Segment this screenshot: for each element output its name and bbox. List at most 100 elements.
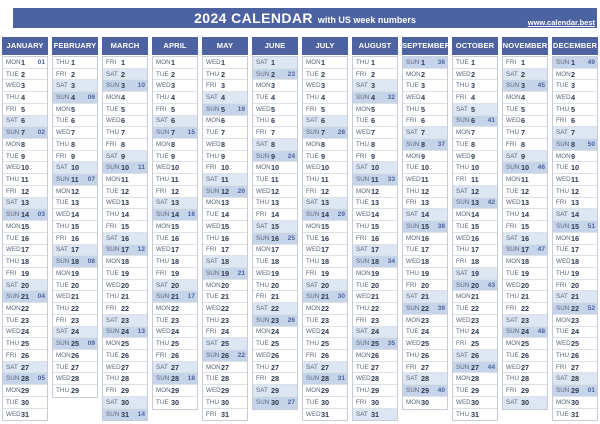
weekday-label: MON: [156, 222, 171, 230]
month-column-june: JUNE SAT 1 SUN 2 23 MON 3 TUE 4 WED 5 THU 6 FRI 7 SAT 8 SU…: [252, 37, 298, 421]
weekday-label: MON: [556, 398, 571, 406]
day-number: 26: [271, 350, 280, 360]
day-number: 23: [221, 315, 230, 325]
day-number: 10: [121, 163, 130, 173]
day-cell-august-15: THU 15: [353, 221, 397, 233]
day-cell-april-19: FRI 19: [153, 267, 197, 280]
day-cell-december-31: TUE 31: [553, 408, 597, 421]
week-number: 13: [137, 328, 145, 336]
day-number: 14: [571, 210, 580, 220]
day-number: 2: [471, 69, 476, 79]
week-number: 06: [87, 94, 95, 102]
weekday-label: FRI: [306, 187, 317, 195]
day-cell-march-20: WED 20: [103, 279, 147, 292]
day-number: 16: [271, 233, 280, 243]
weekday-label: SUN: [356, 258, 370, 266]
day-number: 23: [271, 315, 280, 325]
day-number: 25: [421, 339, 430, 349]
weekday-label: SUN: [106, 410, 120, 418]
website-link[interactable]: www.calendar.best: [527, 18, 595, 27]
day-cell-july-17: WED 17: [303, 244, 347, 257]
week-number: 20: [237, 187, 245, 195]
day-number: 12: [571, 186, 580, 196]
day-number: 30: [121, 397, 130, 407]
day-number: 13: [471, 198, 480, 208]
week-number: 50: [587, 140, 595, 148]
day-cell-october-28: MON 28: [453, 373, 497, 386]
day-number: 24: [21, 327, 30, 337]
day-number: 20: [121, 280, 130, 290]
day-cell-may-26: SUN 26 22: [203, 349, 247, 362]
day-cell-january-3: WED 3: [3, 80, 47, 93]
day-cell-may-23: THU 23: [203, 314, 247, 327]
day-cell-november-18: MON 18: [503, 256, 547, 268]
day-cell-may-4: SAT 4: [203, 92, 247, 104]
weekday-label: WED: [206, 222, 221, 230]
day-cell-march-17: SUN 17 12: [103, 244, 147, 257]
week-number: 04: [37, 293, 45, 301]
day-cell-august-17: SAT 17: [353, 244, 397, 257]
day-cell-june-18: TUE 18: [253, 256, 297, 268]
day-cell-september-1: SUN 1 36: [403, 57, 447, 69]
weekday-label: THU: [106, 129, 120, 137]
month-column-november: NOVEMBER FRI 1 SAT 2 SUN 3 45 MON 4 TUE 5 WED 6 THU 7 FR…: [502, 37, 548, 421]
day-cell-october-23: WED 23: [453, 314, 497, 327]
day-cell-may-14: TUE 14: [203, 209, 247, 222]
weekday-label: THU: [456, 164, 470, 172]
day-number: 19: [121, 268, 130, 278]
weekday-label: TUE: [506, 351, 519, 359]
day-cell-july-23: TUE 23: [303, 314, 347, 327]
day-cell-february-22: THU 22: [53, 303, 97, 315]
weekday-label: SUN: [556, 140, 570, 148]
weekday-label: WED: [456, 70, 471, 78]
day-number: 18: [221, 257, 230, 267]
day-number: 25: [271, 339, 280, 349]
day-cell-june-7: FRI 7: [253, 127, 297, 140]
day-cell-december-29: SUN 29 01: [553, 385, 597, 397]
day-number: 18: [571, 257, 580, 267]
weekday-label: SAT: [56, 246, 68, 254]
day-cell-august-7: WED 7: [353, 127, 397, 140]
day-cell-may-25: SAT 25: [203, 338, 247, 350]
day-cell-december-15: SUN 15 51: [553, 221, 597, 233]
weekday-label: SUN: [506, 328, 520, 336]
day-cell-june-1: SAT 1: [253, 57, 297, 69]
weekday-label: SUN: [456, 199, 470, 207]
day-number: 13: [421, 198, 430, 208]
weekday-label: SUN: [456, 363, 470, 371]
weekday-label: MON: [206, 363, 221, 371]
day-cell-february-11: SUN 11 07: [53, 174, 97, 186]
weekday-label: FRI: [256, 129, 267, 137]
day-cell-june-17: MON 17: [253, 244, 297, 257]
month-header-february: FEBRUARY: [52, 37, 98, 55]
day-cell-september-17: TUE 17: [403, 244, 447, 257]
weekday-label: WED: [356, 129, 371, 137]
day-number: 7: [371, 128, 376, 138]
weekday-label: SUN: [6, 129, 20, 137]
day-cell-november-8: FRI 8: [503, 139, 547, 151]
weekday-label: THU: [306, 340, 320, 348]
weekday-label: SUN: [406, 140, 420, 148]
day-number: 21: [121, 292, 130, 302]
weekday-label: THU: [56, 387, 70, 395]
weekday-label: SAT: [156, 199, 168, 207]
weekday-label: SUN: [6, 375, 20, 383]
day-cell-july-30: TUE 30: [303, 396, 347, 409]
day-number: 17: [21, 245, 30, 255]
weekday-label: TUE: [106, 105, 119, 113]
day-number: 5: [271, 104, 276, 114]
day-number: 29: [571, 385, 580, 395]
day-number: 28: [71, 374, 80, 384]
day-cell-may-27: MON 27: [203, 361, 247, 374]
day-number: 1: [71, 57, 76, 67]
day-cell-june-13: THU 13: [253, 197, 297, 210]
day-cell-october-17: THU 17: [453, 244, 497, 257]
day-number: 20: [571, 280, 580, 290]
day-cell-january-11: THU 11: [3, 174, 47, 186]
weekday-label: TUE: [156, 399, 169, 407]
day-number: 10: [371, 163, 380, 173]
day-cell-february-27: TUE 27: [53, 361, 97, 374]
weekday-label: TUE: [56, 117, 69, 125]
month-column-august: AUGUST THU 1 FRI 2 SAT 3 SUN 4 32 MON 5 TUE 6 WED 7 THU 8…: [352, 37, 398, 422]
weekday-label: THU: [506, 293, 520, 301]
